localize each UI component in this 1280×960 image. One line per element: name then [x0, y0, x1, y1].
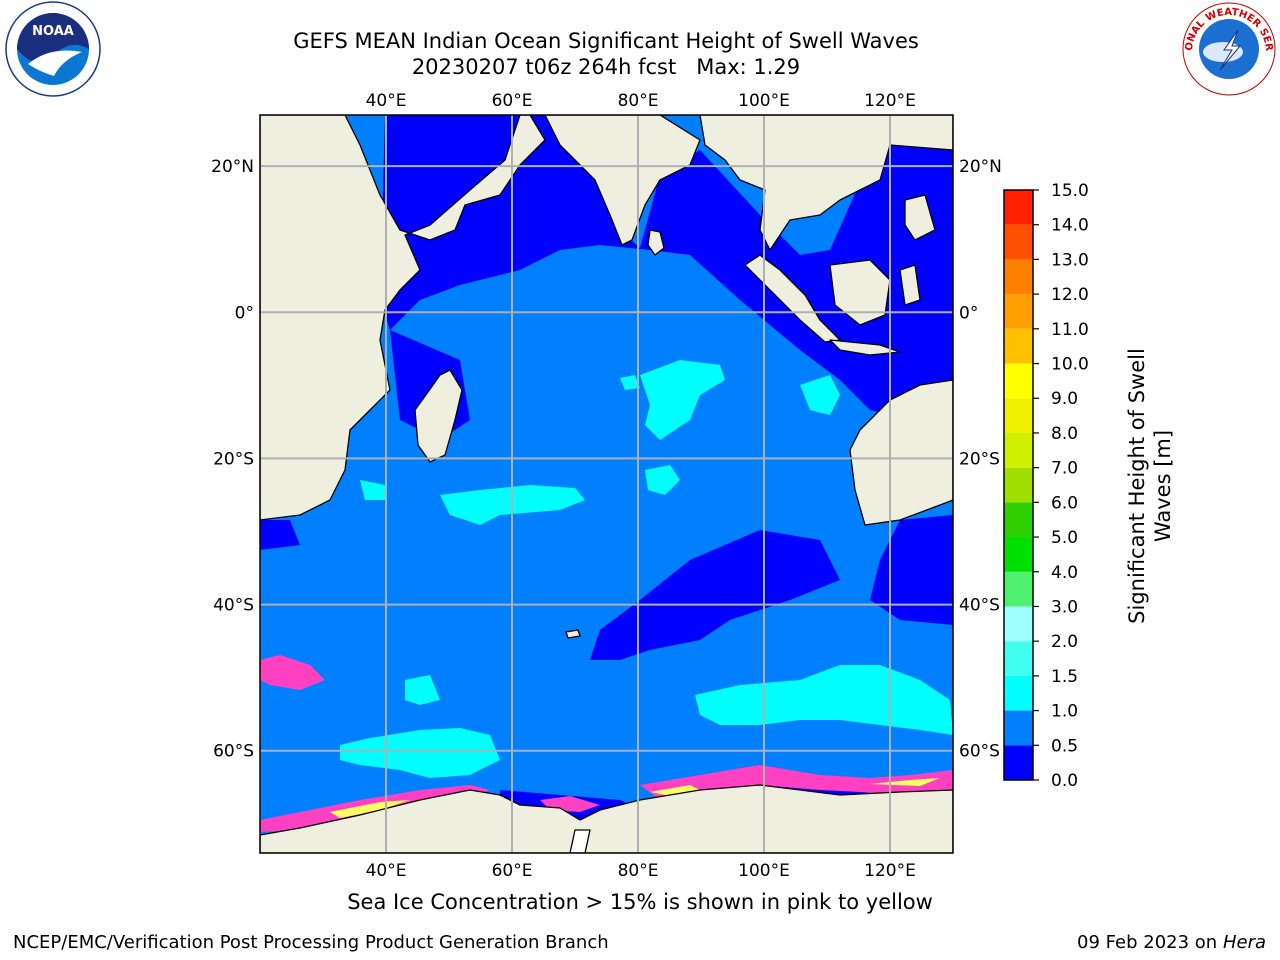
colorbar-swatch — [1004, 710, 1033, 746]
lon-tick-label-top: 40°E — [366, 91, 407, 111]
colorbar-tick-label: 3.0 — [1051, 597, 1078, 617]
colorbar-swatch — [1004, 571, 1033, 607]
map-axis-labels: 40°E 40°E 60°E 60°E 80°E 80°E 100°E 100°E 120°E 1… — [211, 91, 1002, 881]
colorbar-swatch — [1004, 224, 1033, 260]
sea-ice-edge — [260, 655, 953, 832]
colorbar-swatch — [1004, 363, 1033, 399]
map-gridlines — [260, 115, 953, 853]
lat-tick-label-right: 20°S — [959, 449, 1000, 469]
lon-tick-label-bottom: 80°E — [618, 861, 659, 881]
colorbar-tick-label: 6.0 — [1051, 493, 1078, 513]
colorbar-tick-label: 0.5 — [1051, 736, 1078, 756]
colorbar-swatch — [1004, 641, 1033, 676]
footer-date: 09 Feb 2023 on Hera — [1077, 932, 1266, 953]
colorbar-swatch — [1004, 537, 1033, 572]
colorbar-tick-label: 4.0 — [1051, 563, 1078, 583]
lon-tick-label-top: 120°E — [864, 91, 916, 111]
colorbar-title: Significant Height of Swell Waves [m] — [1125, 348, 1175, 624]
noaa-logo-text: NOAA — [32, 24, 74, 39]
colorbar-swatch — [1004, 398, 1033, 433]
colorbar-swatch — [1004, 467, 1033, 503]
sea-ice-note: Sea Ice Concentration > 15% is shown in … — [347, 890, 933, 914]
colorbar-tick-label: 14.0 — [1051, 216, 1089, 236]
colorbar-swatch — [1004, 432, 1033, 468]
lat-tick-label-right: 60°S — [959, 742, 1000, 762]
lat-tick-label-left: 20°N — [211, 157, 254, 177]
nws-logo-icon: NATIONAL WEATHER SERVICE — [1178, 0, 1276, 96]
footer-date-text: 09 Feb 2023 on — [1077, 932, 1218, 953]
lon-tick-label-bottom: 40°E — [366, 861, 407, 881]
colorbar-tick-label: 0.0 — [1051, 771, 1078, 791]
lon-tick-label-top: 100°E — [738, 91, 790, 111]
footer-host: Hera — [1222, 932, 1266, 953]
colorbar-tick-label: 15.0 — [1051, 181, 1089, 201]
colorbar-tick-label: 13.0 — [1051, 250, 1089, 270]
colorbar-swatch — [1004, 502, 1033, 538]
sea-ice-high — [330, 778, 940, 818]
colorbar-swatch — [1004, 675, 1033, 711]
chart-title: GEFS MEAN Indian Ocean Significant Heigh… — [293, 29, 919, 53]
lon-tick-label-bottom: 60°E — [492, 861, 533, 881]
colorbar-tick-label: 5.0 — [1051, 528, 1078, 548]
lat-tick-label-right: 0° — [959, 303, 978, 323]
colorbar-swatch — [1004, 745, 1033, 780]
colorbar-swatch — [1004, 294, 1033, 329]
colorbar-tick-label: 10.0 — [1051, 355, 1089, 375]
lon-tick-label-top: 60°E — [492, 91, 533, 111]
lon-tick-label-bottom: 120°E — [864, 861, 916, 881]
swell-band-1.0-1.5 — [340, 360, 953, 778]
noaa-logo-icon: NOAA — [5, 1, 101, 97]
map-frame — [259, 114, 954, 854]
colorbar-tick-label: 1.5 — [1051, 667, 1078, 687]
lon-tick-label-bottom: 100°E — [738, 861, 790, 881]
lon-tick-label-top: 80°E — [618, 91, 659, 111]
colorbar-tick-label: 7.0 — [1051, 459, 1078, 479]
colorbar-tick-label: 8.0 — [1051, 424, 1078, 444]
footer-credit: NCEP/EMC/Verification Post Processing Pr… — [13, 932, 609, 953]
colorbar-tick-label: 2.0 — [1051, 632, 1078, 652]
lat-tick-label-left: 60°S — [213, 742, 254, 762]
lat-tick-label-right: 20°N — [959, 157, 1002, 177]
chart-subtitle: 20230207 t06z 264h fcst Max: 1.29 — [411, 55, 801, 79]
colorbar-frame — [1003, 189, 1034, 781]
colorbar-tick-label: 9.0 — [1051, 389, 1078, 409]
colorbar-swatch — [1004, 606, 1033, 642]
colorbar-swatch — [1004, 328, 1033, 364]
colorbar-swatch — [1004, 190, 1033, 225]
lat-tick-label-left: 0° — [235, 303, 254, 323]
colorbar-tick-label: 11.0 — [1051, 320, 1089, 340]
lat-tick-label-left: 20°S — [213, 449, 254, 469]
lat-tick-label-left: 40°S — [213, 596, 254, 616]
colorbar-tick-label: 1.0 — [1051, 702, 1078, 722]
colorbar: 0.0 0.5 1.0 1.5 2.0 3.0 4.0 5.0 6.0 7.0 8.0 9.0 10.0… — [1003, 181, 1089, 791]
colorbar-tick-label: 12.0 — [1051, 285, 1089, 305]
lat-tick-label-right: 40°S — [959, 596, 1000, 616]
colorbar-swatch — [1004, 259, 1033, 295]
